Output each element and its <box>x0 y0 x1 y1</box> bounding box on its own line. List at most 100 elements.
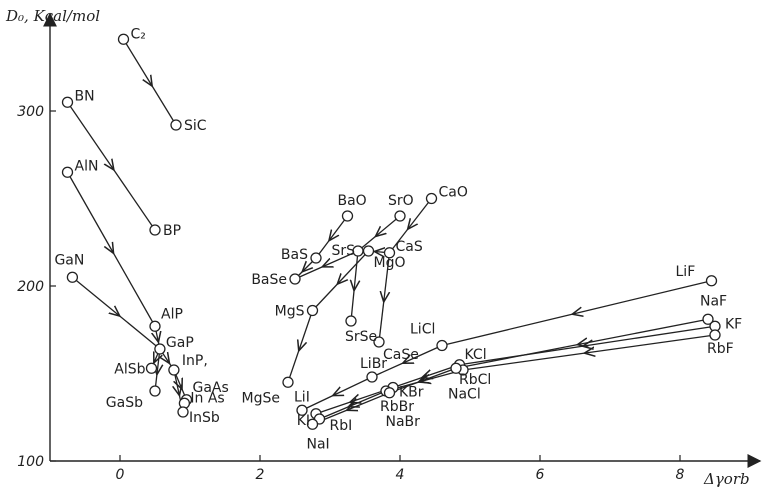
x-axis-title: Δγorb <box>703 470 750 488</box>
point-gasb <box>149 385 161 397</box>
label-ki: KI <box>297 413 310 429</box>
label-mgs: MgS <box>275 304 305 320</box>
point-bn <box>61 96 74 108</box>
point-c <box>117 33 130 45</box>
arrow-rbcl-to-rbbr <box>385 369 464 392</box>
arrow-cao-to-cas <box>388 198 433 254</box>
arrow-bn-to-bp <box>66 101 156 231</box>
point-sro <box>394 210 406 222</box>
point-lii <box>296 404 308 416</box>
point-nacl <box>450 362 462 374</box>
arrow-srs-to-srse <box>351 250 358 322</box>
point-alsb <box>145 362 158 374</box>
label-srse: SrSe <box>345 329 377 345</box>
label-gasb: GaSb <box>106 395 143 411</box>
y-tick-label-200: 200 <box>17 279 44 295</box>
label-lif: LiF <box>676 264 696 280</box>
label-sro: SrO <box>388 193 414 209</box>
point-bao <box>341 210 354 222</box>
label-gap: GaP <box>166 335 194 351</box>
label-c: C₂ <box>131 26 146 42</box>
point-insb <box>177 406 189 418</box>
arrow-licl-to-libr <box>371 344 443 378</box>
y-axis-title: D₀, Kcal/mol <box>5 7 100 25</box>
arrow-srs-to-base <box>294 250 359 280</box>
x-tick-label-6: 6 <box>536 467 545 483</box>
arrow-mgs-to-mgse <box>287 310 314 383</box>
label-nacl: NaCl <box>448 386 481 402</box>
point-mgs <box>306 304 319 317</box>
label-nai: NaI <box>307 436 330 452</box>
point-naf <box>702 313 714 325</box>
label-rbbr: RbBr <box>380 399 414 415</box>
label-lii: LiI <box>294 389 310 405</box>
label-base: BaSe <box>251 272 287 288</box>
point-aln <box>61 166 74 178</box>
arrow-gap-to-gasb <box>155 348 160 392</box>
y-ticks: 100 200 300 <box>17 104 56 470</box>
label-sic: SiC <box>184 118 207 134</box>
y-tick-label-300: 300 <box>17 104 44 120</box>
label-insb: InSb <box>189 410 220 426</box>
x-tick-label-8: 8 <box>676 467 685 483</box>
label-bn: BN <box>75 88 95 104</box>
label-srs: SrS <box>331 243 355 259</box>
label-bas: BaS <box>281 247 308 263</box>
label-alp: AlP <box>161 306 183 322</box>
points <box>61 33 721 430</box>
arrow-cas-to-case <box>378 252 390 343</box>
point-cao <box>425 192 438 205</box>
arrow-libr-to-lii <box>301 376 373 411</box>
label-mgse: MgSe <box>242 390 280 406</box>
point-cas <box>383 247 396 259</box>
point-case <box>373 336 385 348</box>
label-licl: LiCl <box>410 322 435 338</box>
point-mgse <box>282 376 294 388</box>
label-in-as: In As <box>190 390 224 406</box>
label-rbcl: RbCl <box>459 372 491 388</box>
label-gan: GaN <box>54 252 84 268</box>
arrow-aln-to-alp <box>66 171 156 327</box>
point-lif <box>705 275 718 287</box>
label-aln: AlN <box>75 158 99 174</box>
label-nabr: NaBr <box>386 414 421 430</box>
label-alsb: AlSb <box>114 361 145 377</box>
arrow-lif-to-licl <box>441 280 712 347</box>
label-naf: NaF <box>700 293 727 309</box>
point-nabr <box>383 387 396 399</box>
point-mgo <box>362 245 375 257</box>
point-base <box>289 273 301 285</box>
label-case: CaSe <box>383 347 419 363</box>
label-cao: CaO <box>439 185 468 201</box>
x-tick-label-0: 0 <box>116 467 125 483</box>
x-tick-label-2: 2 <box>256 467 265 483</box>
label-kf: KF <box>725 316 742 332</box>
x-ticks: 0 2 4 6 8 <box>116 455 685 483</box>
arrow-rbbr-to-rbi <box>319 390 387 420</box>
point-labels: C₂ SiC BN BP AlN AlP GaN GaP AlSb InP, GaAs GaSb In … <box>54 26 742 452</box>
point-srse <box>345 315 357 327</box>
arrow-c-to-sic <box>122 38 177 126</box>
point-licl <box>436 339 448 352</box>
label-libr: LiBr <box>360 356 387 372</box>
label-mgo: MgO <box>374 255 406 271</box>
point-alp <box>149 320 161 332</box>
point-nai <box>306 418 319 430</box>
arrow-mgo-to-mgs <box>312 250 369 311</box>
arrow-gan-to-gap <box>71 276 161 350</box>
arrow-kf-to-kcl <box>459 325 716 366</box>
label-bao: BaO <box>338 193 367 209</box>
point-libr <box>366 371 378 383</box>
label-rbi: RbI <box>330 418 353 434</box>
arrow-sro-to-srs <box>357 215 401 252</box>
point-gap <box>154 343 166 355</box>
point-bas <box>310 252 322 264</box>
point-gan <box>66 271 79 283</box>
arrow-naf-to-nacl <box>455 318 709 369</box>
arrow-bao-to-bas <box>315 215 349 259</box>
y-tick-label-100: 100 <box>17 454 44 470</box>
label-cas: CaS <box>396 239 423 255</box>
point-rbf <box>709 329 721 341</box>
label-kbr: KBr <box>399 385 424 401</box>
